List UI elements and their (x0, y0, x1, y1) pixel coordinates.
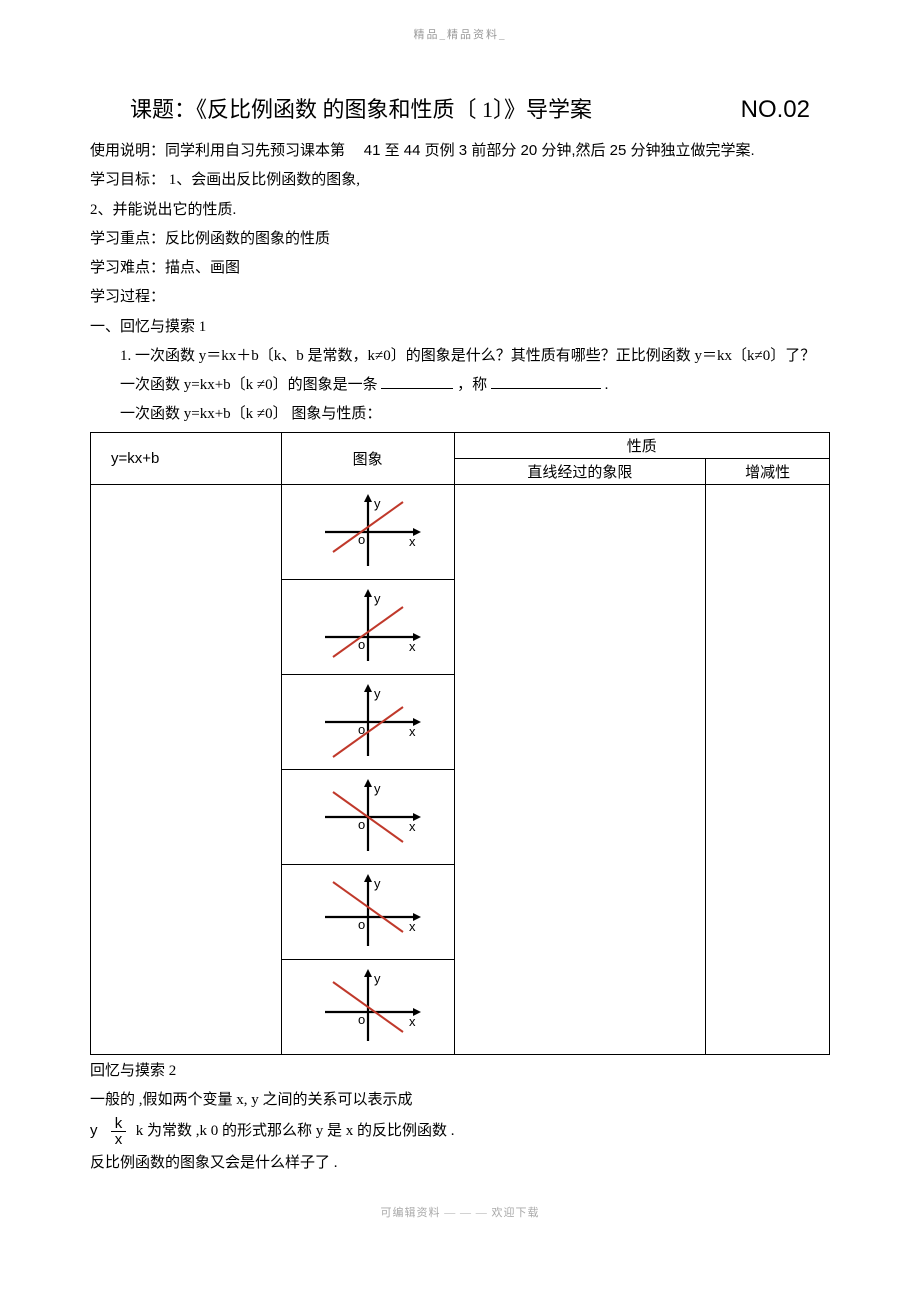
fraction-k-over-x: k x (111, 1116, 127, 1147)
svg-text:y: y (374, 781, 381, 796)
svg-text:x: x (409, 534, 416, 549)
fill-blank-line: 一次函数 y=kx+b〔k ≠0〕的图象是一条 ，称 . (90, 372, 830, 398)
mini-graph: y x o (313, 682, 423, 762)
usage-note-b: 41 至 44 页例 3 前部分 20 分钟,然后 25 分钟独立做完学案. (364, 142, 755, 159)
mini-graph: y x o (313, 872, 423, 952)
monotone-header: 增减性 (706, 458, 830, 484)
question-1: 1. 一次函数 y＝kx＋b〔k、b 是常数，k≠0〕的图象是什么？其性质有哪些… (90, 343, 830, 369)
page-header: 精品_精品资料_ (90, 20, 830, 92)
svg-text:o: o (358, 637, 365, 652)
monotone-cell (706, 484, 830, 1054)
graph-cell-2: y x o (281, 579, 454, 674)
fill-blank-a: 一次函数 y=kx+b〔k ≠0〕的图象是一条 (120, 377, 378, 393)
doc-title: 课题：《反比例函数 的图象和性质〔 1〕》导学案 (90, 92, 592, 124)
usage-note-a: 使用说明：同学利用自习先预习课本第 (90, 143, 345, 159)
recall-2-p2: 反比例函数的图象又会是什么样子了 . (90, 1150, 830, 1176)
mini-graph: y x o (313, 492, 423, 572)
svg-text:x: x (409, 1014, 416, 1029)
page-footer: 可编辑资料 — — — 欢迎下载 (90, 1204, 830, 1220)
blank-2 (491, 373, 601, 389)
blank-1 (381, 373, 453, 389)
recall-2-title: 回忆与摸索 2 (90, 1058, 830, 1084)
process: 学习过程： (90, 284, 830, 310)
difficulty: 学习难点：描点、画图 (90, 255, 830, 281)
goal-1: 学习目标： 1、会画出反比例函数的图象, (90, 167, 830, 193)
svg-text:o: o (358, 722, 365, 737)
prop-header: 性质 (454, 432, 829, 458)
fill-blank-c: . (605, 377, 609, 393)
doc-number: NO.02 (741, 96, 830, 124)
eq-header: y=kx+b (91, 432, 282, 484)
function-table: y=kx+b 图象 性质 直线经过的象限 增减性 y x o y x o y x o y x o… (90, 432, 830, 1055)
graph-cell-3: y x o (281, 674, 454, 769)
svg-text:y: y (374, 496, 381, 511)
title-row: 课题：《反比例函数 的图象和性质〔 1〕》导学案 NO.02 (90, 92, 830, 124)
quadrant-cell (454, 484, 706, 1054)
svg-text:o: o (358, 917, 365, 932)
svg-text:o: o (358, 532, 365, 547)
graph-header: 图象 (281, 432, 454, 484)
svg-text:o: o (358, 817, 365, 832)
eq-rest: k 为常数 ,k 0 的形式那么称 y 是 x 的反比例函数 . (136, 1123, 455, 1139)
svg-text:o: o (358, 1012, 365, 1027)
recall-2-p1: 一般的 ,假如两个变量 x, y 之间的关系可以表示成 (90, 1087, 830, 1113)
svg-text:x: x (409, 639, 416, 654)
svg-text:y: y (374, 876, 381, 891)
mini-graph: y x o (313, 777, 423, 857)
focus: 学习重点：反比例函数的图象的性质 (90, 226, 830, 252)
table-header-row-1: y=kx+b 图象 性质 (91, 432, 830, 458)
recall-1-title: 一、回忆与摸索 1 (90, 314, 830, 340)
mini-graph: y x o (313, 587, 423, 667)
graph-cell-6: y x o (281, 959, 454, 1054)
quadrant-header: 直线经过的象限 (454, 458, 706, 484)
fraction-num: k (111, 1116, 127, 1132)
svg-text:x: x (409, 919, 416, 934)
svg-text:x: x (409, 724, 416, 739)
graph-cell-4: y x o (281, 769, 454, 864)
graph-cell-1: y x o (281, 484, 454, 579)
fill-blank-b: ，称 (457, 377, 487, 393)
table-row: y x o (91, 484, 830, 579)
left-blank-cell (91, 484, 282, 1054)
recall-2-eq: y k x k 为常数 ,k 0 的形式那么称 y 是 x 的反比例函数 . (90, 1116, 830, 1147)
svg-text:y: y (374, 686, 381, 701)
fraction-den: x (111, 1132, 127, 1147)
goal-2: 2、并能说出它的性质. (90, 197, 830, 223)
usage-note: 使用说明：同学利用自习先预习课本第 41 至 44 页例 3 前部分 20 分钟… (90, 138, 830, 164)
svg-text:y: y (374, 591, 381, 606)
eq-y: y (90, 1122, 98, 1139)
svg-text:x: x (409, 819, 416, 834)
mini-graph: y x o (313, 967, 423, 1047)
graph-cell-5: y x o (281, 864, 454, 959)
svg-text:y: y (374, 971, 381, 986)
table-intro: 一次函数 y=kx+b〔k ≠0〕 图象与性质： (90, 401, 830, 427)
